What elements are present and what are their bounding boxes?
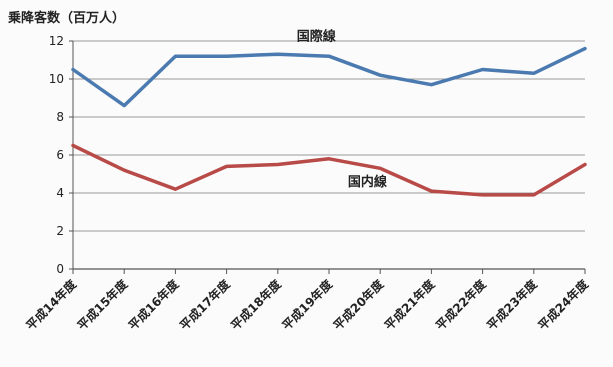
x-tick-label: 平成20年度 [330,276,387,333]
y-tick-label: 2 [56,224,64,238]
x-tick-label: 平成22年度 [432,276,489,333]
x-tick-label: 平成16年度 [125,276,182,333]
grid [73,40,585,232]
x-tick-label: 平成24年度 [535,276,592,333]
series-lines [71,46,587,197]
series-label: 国内線 [348,174,388,190]
x-tick-label: 平成17年度 [176,276,233,333]
series-line-international [71,46,587,108]
y-axis-title: 乗降客数（百万人） [7,10,125,26]
labels: 024681012平成14年度平成15年度平成16年度平成17年度平成18年度平… [23,29,592,333]
y-tick-label: 10 [49,72,64,86]
y-tick-label: 12 [49,34,64,48]
x-tick-label: 平成14年度 [23,276,80,333]
y-tick-label: 8 [56,110,64,124]
series-line-domestic [71,143,587,197]
y-tick-label: 6 [56,148,64,162]
x-tick-label: 平成21年度 [381,276,438,333]
x-tick-label: 平成15年度 [74,276,131,333]
x-tick-label: 平成19年度 [279,276,336,333]
y-tick-label: 4 [56,186,64,200]
x-tick-label: 平成18年度 [228,276,285,333]
series-label: 国際線 [297,29,337,45]
y-tick-label: 0 [56,262,64,276]
x-tick-label: 平成23年度 [484,276,541,333]
axes [69,40,586,274]
